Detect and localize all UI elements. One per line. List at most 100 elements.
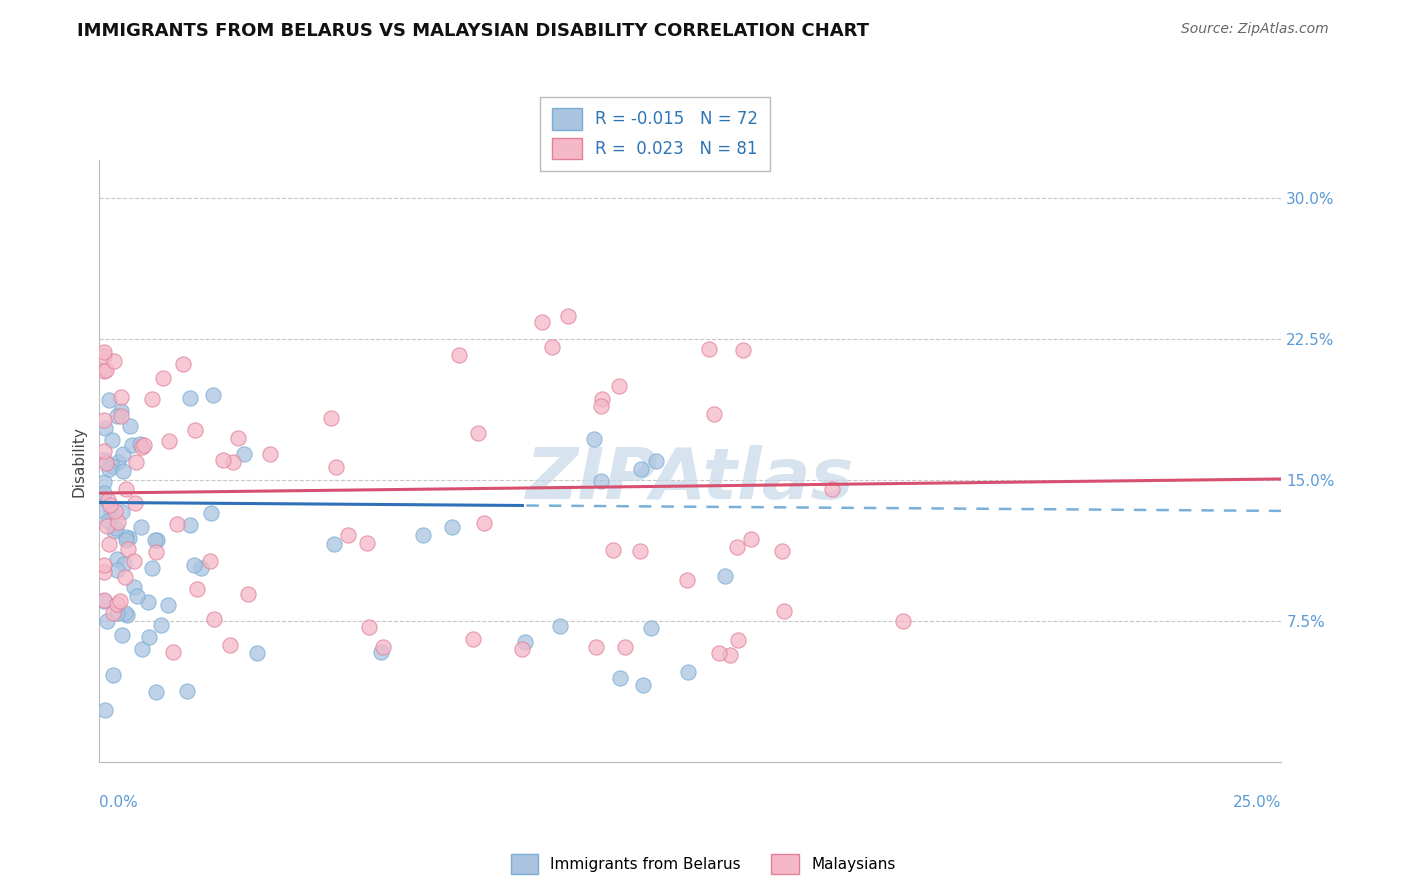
Point [93, 475, 115, 490]
Point [103, 524, 125, 538]
Point [157, 599, 180, 613]
Point [202, 612, 225, 626]
Point [770, 544, 793, 558]
Point [630, 461, 652, 475]
Point [472, 516, 495, 530]
Point [93, 443, 115, 458]
Point [114, 570, 136, 584]
Point [585, 640, 607, 655]
Point [259, 447, 281, 461]
Point [112, 557, 135, 571]
Point [114, 533, 136, 547]
Point [94, 420, 117, 434]
Point [412, 528, 434, 542]
Point [97, 514, 120, 528]
Point [707, 646, 730, 660]
Point [246, 646, 269, 660]
Text: 25.0%: 25.0% [1233, 795, 1281, 810]
Point [131, 440, 153, 454]
Point [118, 531, 141, 545]
Point [613, 640, 636, 654]
Point [727, 541, 749, 555]
Point [98, 498, 121, 512]
Point [449, 348, 471, 362]
Point [98, 393, 121, 408]
Point [110, 390, 132, 404]
Text: Source: ZipAtlas.com: Source: ZipAtlas.com [1181, 22, 1329, 37]
Point [821, 483, 844, 497]
Point [111, 505, 134, 519]
Point [124, 455, 146, 469]
Point [218, 639, 240, 653]
Point [97, 492, 120, 507]
Point [114, 606, 136, 620]
Point [190, 561, 212, 575]
Point [93, 565, 115, 579]
Point [557, 309, 579, 323]
Point [186, 582, 208, 596]
Point [179, 517, 201, 532]
Point [141, 561, 163, 575]
Point [176, 684, 198, 698]
Point [510, 642, 533, 657]
Point [107, 516, 129, 530]
Point [609, 379, 631, 393]
Point [117, 542, 139, 557]
Point [93, 594, 115, 608]
Point [513, 635, 536, 649]
Point [891, 614, 914, 628]
Point [96, 519, 118, 533]
Point [228, 431, 250, 445]
Point [131, 641, 153, 656]
Point [541, 340, 564, 354]
Point [172, 357, 194, 371]
Point [107, 607, 129, 621]
Point [127, 589, 149, 603]
Point [440, 519, 463, 533]
Point [122, 580, 145, 594]
Point [103, 354, 125, 368]
Point [122, 554, 145, 568]
Point [591, 399, 613, 413]
Point [124, 496, 146, 510]
Point [107, 598, 129, 612]
Point [703, 407, 725, 421]
Point [114, 530, 136, 544]
Point [107, 455, 129, 469]
Y-axis label: Disability: Disability [72, 425, 86, 497]
Point [93, 452, 115, 467]
Point [132, 438, 155, 452]
Point [166, 516, 188, 531]
Point [96, 614, 118, 628]
Point [198, 554, 221, 568]
Point [740, 532, 762, 546]
Point [373, 640, 395, 654]
Text: IMMIGRANTS FROM BELARUS VS MALAYSIAN DISABILITY CORRELATION CHART: IMMIGRANTS FROM BELARUS VS MALAYSIAN DIS… [77, 22, 869, 40]
Point [111, 465, 134, 479]
Point [640, 621, 662, 635]
Point [336, 528, 359, 542]
Point [93, 703, 115, 717]
Point [143, 533, 166, 547]
Point [733, 343, 755, 358]
Point [236, 587, 259, 601]
Point [633, 678, 655, 692]
Point [100, 504, 122, 518]
Point [183, 558, 205, 572]
Point [94, 456, 117, 470]
Point [321, 411, 343, 425]
Point [117, 607, 139, 622]
Point [97, 536, 120, 550]
Point [773, 604, 796, 618]
Point [676, 574, 699, 588]
Point [212, 453, 235, 467]
Point [548, 619, 571, 633]
Point [602, 543, 624, 558]
Point [101, 458, 124, 473]
Point [145, 533, 167, 548]
Point [628, 543, 651, 558]
Point [183, 423, 205, 437]
Point [118, 418, 141, 433]
Point [101, 606, 124, 620]
Point [589, 474, 612, 488]
